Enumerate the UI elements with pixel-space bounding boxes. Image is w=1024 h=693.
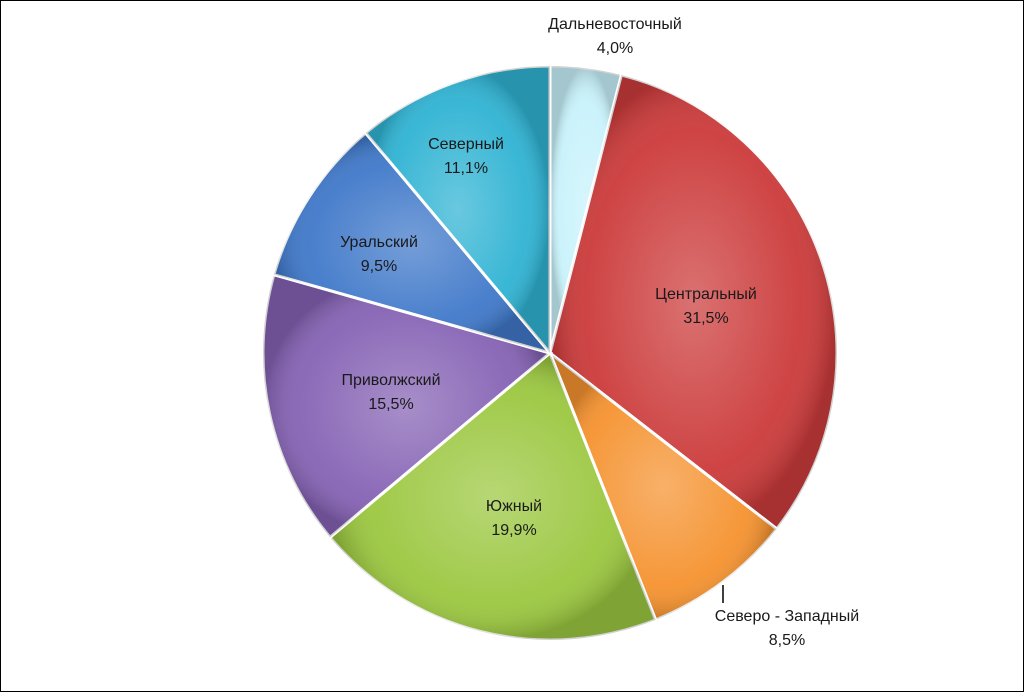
slice-label: Дальневосточный: [548, 16, 682, 33]
pie-slice-shading: [550, 75, 837, 529]
slice-label: Северо - Западный: [715, 608, 859, 625]
slice-value-label: 9,5%: [361, 258, 397, 275]
pie-slices: [261, 64, 839, 642]
slice-value-label: 11,1%: [444, 160, 488, 177]
slice-label: Приволжский: [341, 372, 440, 389]
slice-label: Северный: [428, 136, 504, 153]
pie-slice-shading: [273, 133, 550, 353]
slice-value-label: 15,5%: [368, 396, 413, 413]
slice-value-label: 19,9%: [491, 522, 536, 539]
slice-value-label: 4,0%: [597, 40, 633, 57]
slice-label: Южный: [486, 498, 542, 515]
slice-value-label: 8,5%: [769, 632, 805, 649]
pie-slice-shading: [550, 353, 777, 620]
pie-slice-shading: [365, 66, 550, 353]
slice-label: Центральный: [655, 286, 757, 303]
slice-labels: Дальневосточный 4,0% Центральный 31,5% Север…: [340, 16, 859, 649]
pie-slice-shading: [263, 274, 550, 538]
slice-value-label: 31,5%: [683, 310, 728, 327]
slice-label: Уральский: [340, 234, 418, 251]
pie-slice-shading: [330, 353, 656, 640]
